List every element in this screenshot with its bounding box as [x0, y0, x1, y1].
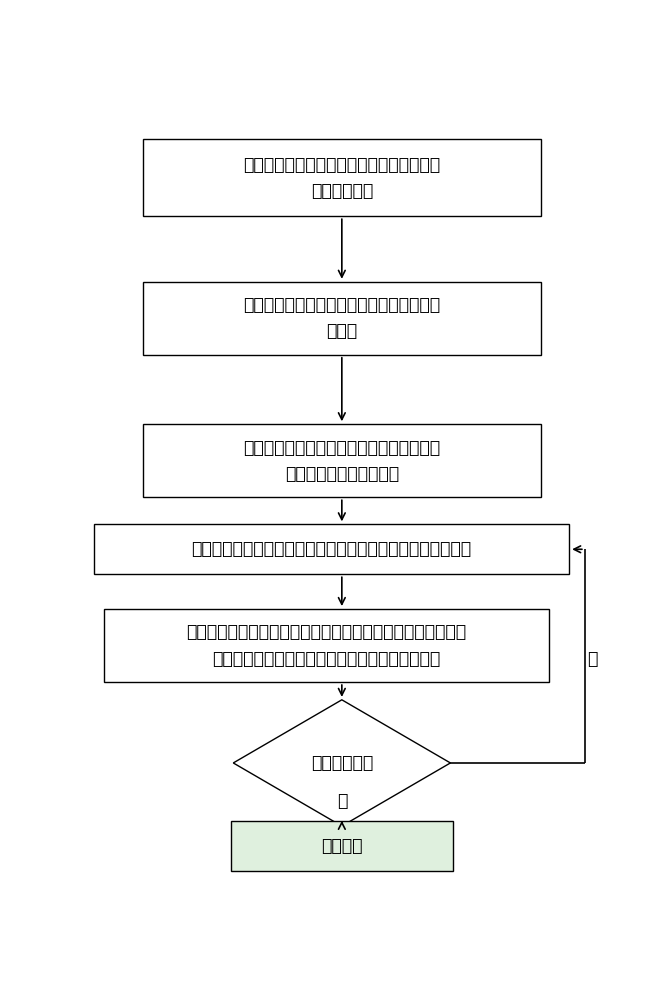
Text: 电子枪根据工件模型各层的形状在加工平台上的目标位置聚集: 电子枪根据工件模型各层的形状在加工平台上的目标位置聚集	[191, 540, 472, 558]
Text: 是否加工完成: 是否加工完成	[311, 754, 373, 772]
Text: 对准机构驱动送丝头移动而将原料丝材传送至电子束的聚焦位
置，利用电子束将原料丝材熔融沉积于加工平台上: 对准机构驱动送丝头移动而将原料丝材传送至电子束的聚焦位 置，利用电子束将原料丝材…	[186, 623, 466, 668]
Text: 进料机构输出的原料丝材经由真空送丝机构
传送至对准机构的送丝头: 进料机构输出的原料丝材经由真空送丝机构 传送至对准机构的送丝头	[243, 439, 440, 483]
FancyBboxPatch shape	[104, 609, 549, 682]
Text: 是: 是	[337, 792, 347, 810]
Polygon shape	[233, 700, 450, 826]
Text: 真空泵运转，将腔室、送丝管路和真空室抽
为真空: 真空泵运转，将腔室、送丝管路和真空室抽 为真空	[243, 296, 440, 340]
Text: 利用建模软件生成工件模型，并对工件模型
进行分层处理: 利用建模软件生成工件模型，并对工件模型 进行分层处理	[243, 156, 440, 200]
FancyBboxPatch shape	[143, 139, 541, 216]
FancyBboxPatch shape	[93, 524, 570, 574]
Text: 工件成型: 工件成型	[321, 837, 363, 855]
FancyBboxPatch shape	[231, 821, 453, 871]
FancyBboxPatch shape	[143, 282, 541, 355]
Text: 否: 否	[588, 650, 598, 668]
FancyBboxPatch shape	[143, 424, 541, 497]
